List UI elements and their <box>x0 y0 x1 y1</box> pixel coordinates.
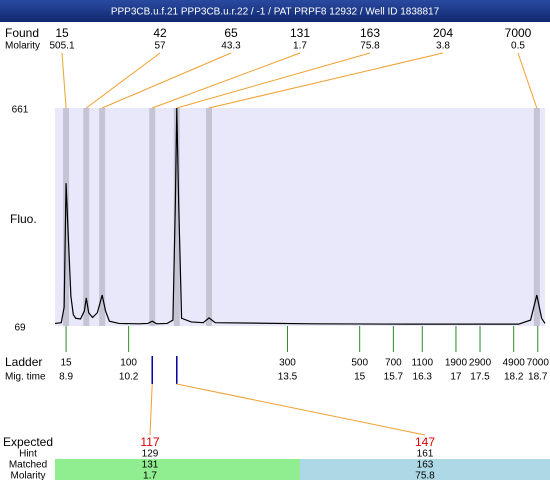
found-molarity: 505.1 <box>49 41 74 52</box>
found-molarity: 57 <box>154 41 166 52</box>
found-size: 163 <box>360 26 380 40</box>
peak-connector <box>517 52 538 109</box>
ladder-size: 100 <box>120 358 137 369</box>
matched-size: 131 <box>142 460 159 471</box>
ladder-size: 500 <box>351 358 368 369</box>
peak-connector <box>61 52 67 109</box>
expected-size: 147 <box>415 435 435 449</box>
found-size: 65 <box>224 26 238 40</box>
ladder-size: 1900 <box>445 358 468 369</box>
expected-row-label: Expected <box>3 435 53 449</box>
mig-time-label: Mig. time <box>5 372 46 383</box>
header-bar <box>0 0 550 22</box>
y-tick-label: 69 <box>14 323 26 334</box>
ladder-size: 7000 <box>527 358 550 369</box>
ladder-mig-time: 17 <box>450 372 462 383</box>
target-connector <box>149 383 153 436</box>
target-connector <box>176 383 426 436</box>
peak-band <box>83 108 90 326</box>
peak-band <box>149 108 156 326</box>
ladder-mig-time: 15.7 <box>384 372 404 383</box>
found-size: 7000 <box>505 26 532 40</box>
peak-band <box>173 108 180 326</box>
ladder-size: 1100 <box>412 358 434 369</box>
trace <box>54 107 546 325</box>
ladder-size: 4900 <box>503 358 526 369</box>
molarity-label: Molarity <box>5 41 40 52</box>
found-size: 131 <box>290 26 310 40</box>
header-title: PPP3CB.u.f.21 PPP3CB.u.r.22 / -1 / PAT P… <box>111 7 440 18</box>
ladder-mig-time: 15 <box>354 372 366 383</box>
ladder-mig-time: 16.3 <box>413 372 433 383</box>
plot-area <box>55 108 545 326</box>
ladder-size: 2900 <box>469 358 492 369</box>
ladder-mig-time: 18.2 <box>504 372 524 383</box>
found-molarity: 43.3 <box>221 41 241 52</box>
matched-molarity: 1.7 <box>143 471 157 480</box>
ladder-mig-time: 8.9 <box>59 372 73 383</box>
matched-molarity: 75.8 <box>415 471 435 480</box>
peak-band <box>206 108 213 326</box>
found-molarity: 75.8 <box>360 41 380 52</box>
peak-band <box>533 108 540 326</box>
matched-bar <box>300 459 550 480</box>
ladder-label: Ladder <box>5 355 42 369</box>
ladder-size: 300 <box>279 358 296 369</box>
ladder-mig-time: 10.2 <box>119 372 139 383</box>
ladder-mig-time: 13.5 <box>278 372 298 383</box>
y-tick-label: 661 <box>12 105 29 116</box>
ladder-size: 700 <box>385 358 402 369</box>
peak-connector <box>176 52 371 109</box>
ladder-mig-time: 18.7 <box>528 372 548 383</box>
found-size: 15 <box>55 26 69 40</box>
ladder-mig-time: 17.5 <box>470 372 490 383</box>
peak-band <box>99 108 106 326</box>
hint-size: 129 <box>142 449 159 460</box>
found-label: Found <box>5 26 39 40</box>
expected-row-label: Hint <box>19 449 37 460</box>
hint-size: 161 <box>417 449 434 460</box>
ladder-size: 15 <box>61 358 73 369</box>
peak-connector <box>85 52 161 109</box>
found-size: 204 <box>433 26 453 40</box>
y-axis-label: Fluo. <box>10 212 37 226</box>
found-molarity: 0.5 <box>511 41 525 52</box>
expected-size: 117 <box>140 435 159 449</box>
peak-connector <box>101 52 232 109</box>
matched-bar <box>55 459 300 480</box>
found-molarity: 1.7 <box>293 41 307 52</box>
peak-connector <box>208 52 444 109</box>
found-molarity: 3.8 <box>436 41 450 52</box>
matched-size: 163 <box>417 460 434 471</box>
expected-row-label: Matched <box>9 460 47 471</box>
expected-row-label: Molarity <box>10 471 45 480</box>
peak-connector <box>152 52 301 109</box>
found-size: 42 <box>153 26 167 40</box>
